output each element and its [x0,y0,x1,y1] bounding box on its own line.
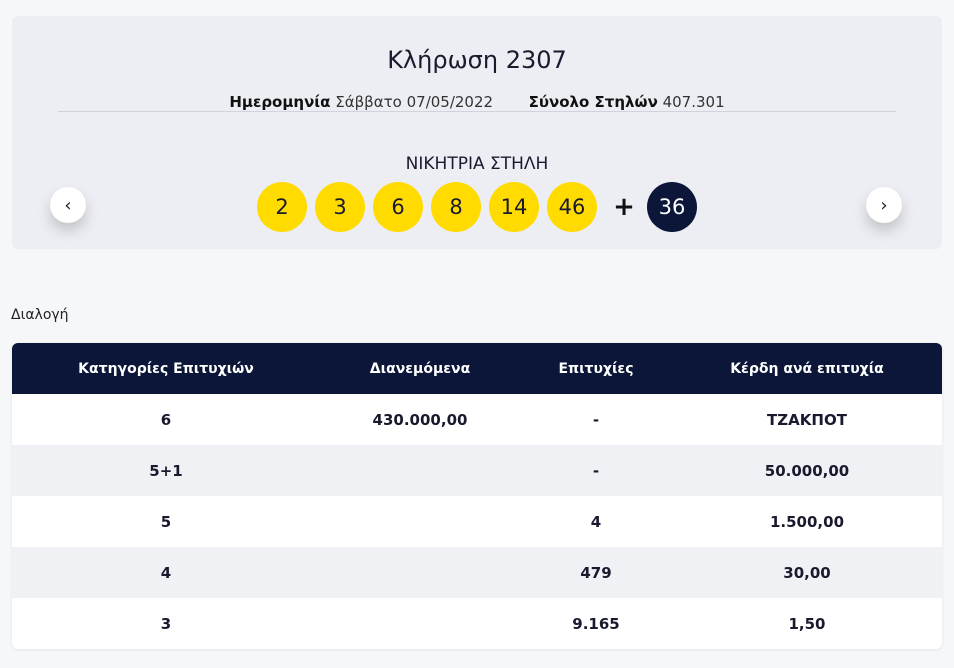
date-label: Ημερομηνία [229,93,331,111]
table-row: 3 9.165 1,50 [12,598,942,649]
chevron-left-icon: ‹ [64,194,72,216]
chevron-right-icon: › [880,194,888,216]
distributed-cell: 430.000,00 [372,410,468,429]
table-row: 4 479 30,00 [12,547,942,598]
prize-cell: 50.000,00 [764,461,850,480]
category-cell: 3 [160,614,172,633]
prize-cell: 1.500,00 [769,512,845,531]
total-columns-value: 407.301 [662,93,725,111]
draw-title: Κλήρωση 2307 [387,46,567,74]
divider [58,111,896,112]
winners-cell: - [592,461,600,480]
previous-draw-button[interactable]: ‹ [50,187,86,223]
category-cell: 4 [160,563,172,582]
sort-label[interactable]: Διαλογή [11,307,69,323]
category-cell: 5 [160,512,172,531]
winners-cell: 9.165 [572,614,620,633]
header-prize-per-winner: Κέρδη ανά επιτυχία [730,360,884,377]
total-columns-label: Σύνολο Στηλών [528,93,658,111]
winners-cell: 4 [590,512,602,531]
winning-column-label: ΝΙΚΗΤΡΙΑ ΣΤΗΛΗ [405,154,549,174]
number-ball: 6 [373,182,423,232]
date-value: Σάββατο 07/05/2022 [335,93,494,111]
header-distributed: Διανεμόμενα [369,360,471,377]
prize-table: Κατηγορίες Επιτυχιών Διανεμόμενα Επιτυχί… [12,343,942,649]
header-category: Κατηγορίες Επιτυχιών [78,360,254,377]
winners-cell: - [592,410,600,429]
category-cell: 6 [160,410,172,429]
number-ball: 3 [315,182,365,232]
number-ball: 46 [547,182,597,232]
number-ball: 14 [489,182,539,232]
prize-cell: 1,50 [788,614,826,633]
plus-sign: + [613,192,635,222]
bonus-ball: 36 [647,182,697,232]
prize-cell: 30,00 [783,563,831,582]
table-row: 6 430.000,00 - ΤΖΑΚΠΟΤ [12,394,942,445]
category-cell: 5+1 [149,461,183,480]
next-draw-button[interactable]: › [866,187,902,223]
winners-cell: 479 [580,563,612,582]
table-row: 5 4 1.500,00 [12,496,942,547]
table-header-row: Κατηγορίες Επιτυχιών Διανεμόμενα Επιτυχί… [12,343,942,394]
header-winners: Επιτυχίες [558,360,634,377]
prize-cell: ΤΖΑΚΠΟΤ [767,410,847,429]
number-ball: 2 [257,182,307,232]
table-row: 5+1 - 50.000,00 [12,445,942,496]
winning-numbers: 2 3 6 8 14 46 + 36 [12,182,942,232]
draw-card: Κλήρωση 2307 Ημερομηνία Σάββατο 07/05/20… [12,16,942,249]
number-ball: 8 [431,182,481,232]
draw-meta: Ημερομηνία Σάββατο 07/05/2022 Σύνολο Στη… [12,93,942,111]
